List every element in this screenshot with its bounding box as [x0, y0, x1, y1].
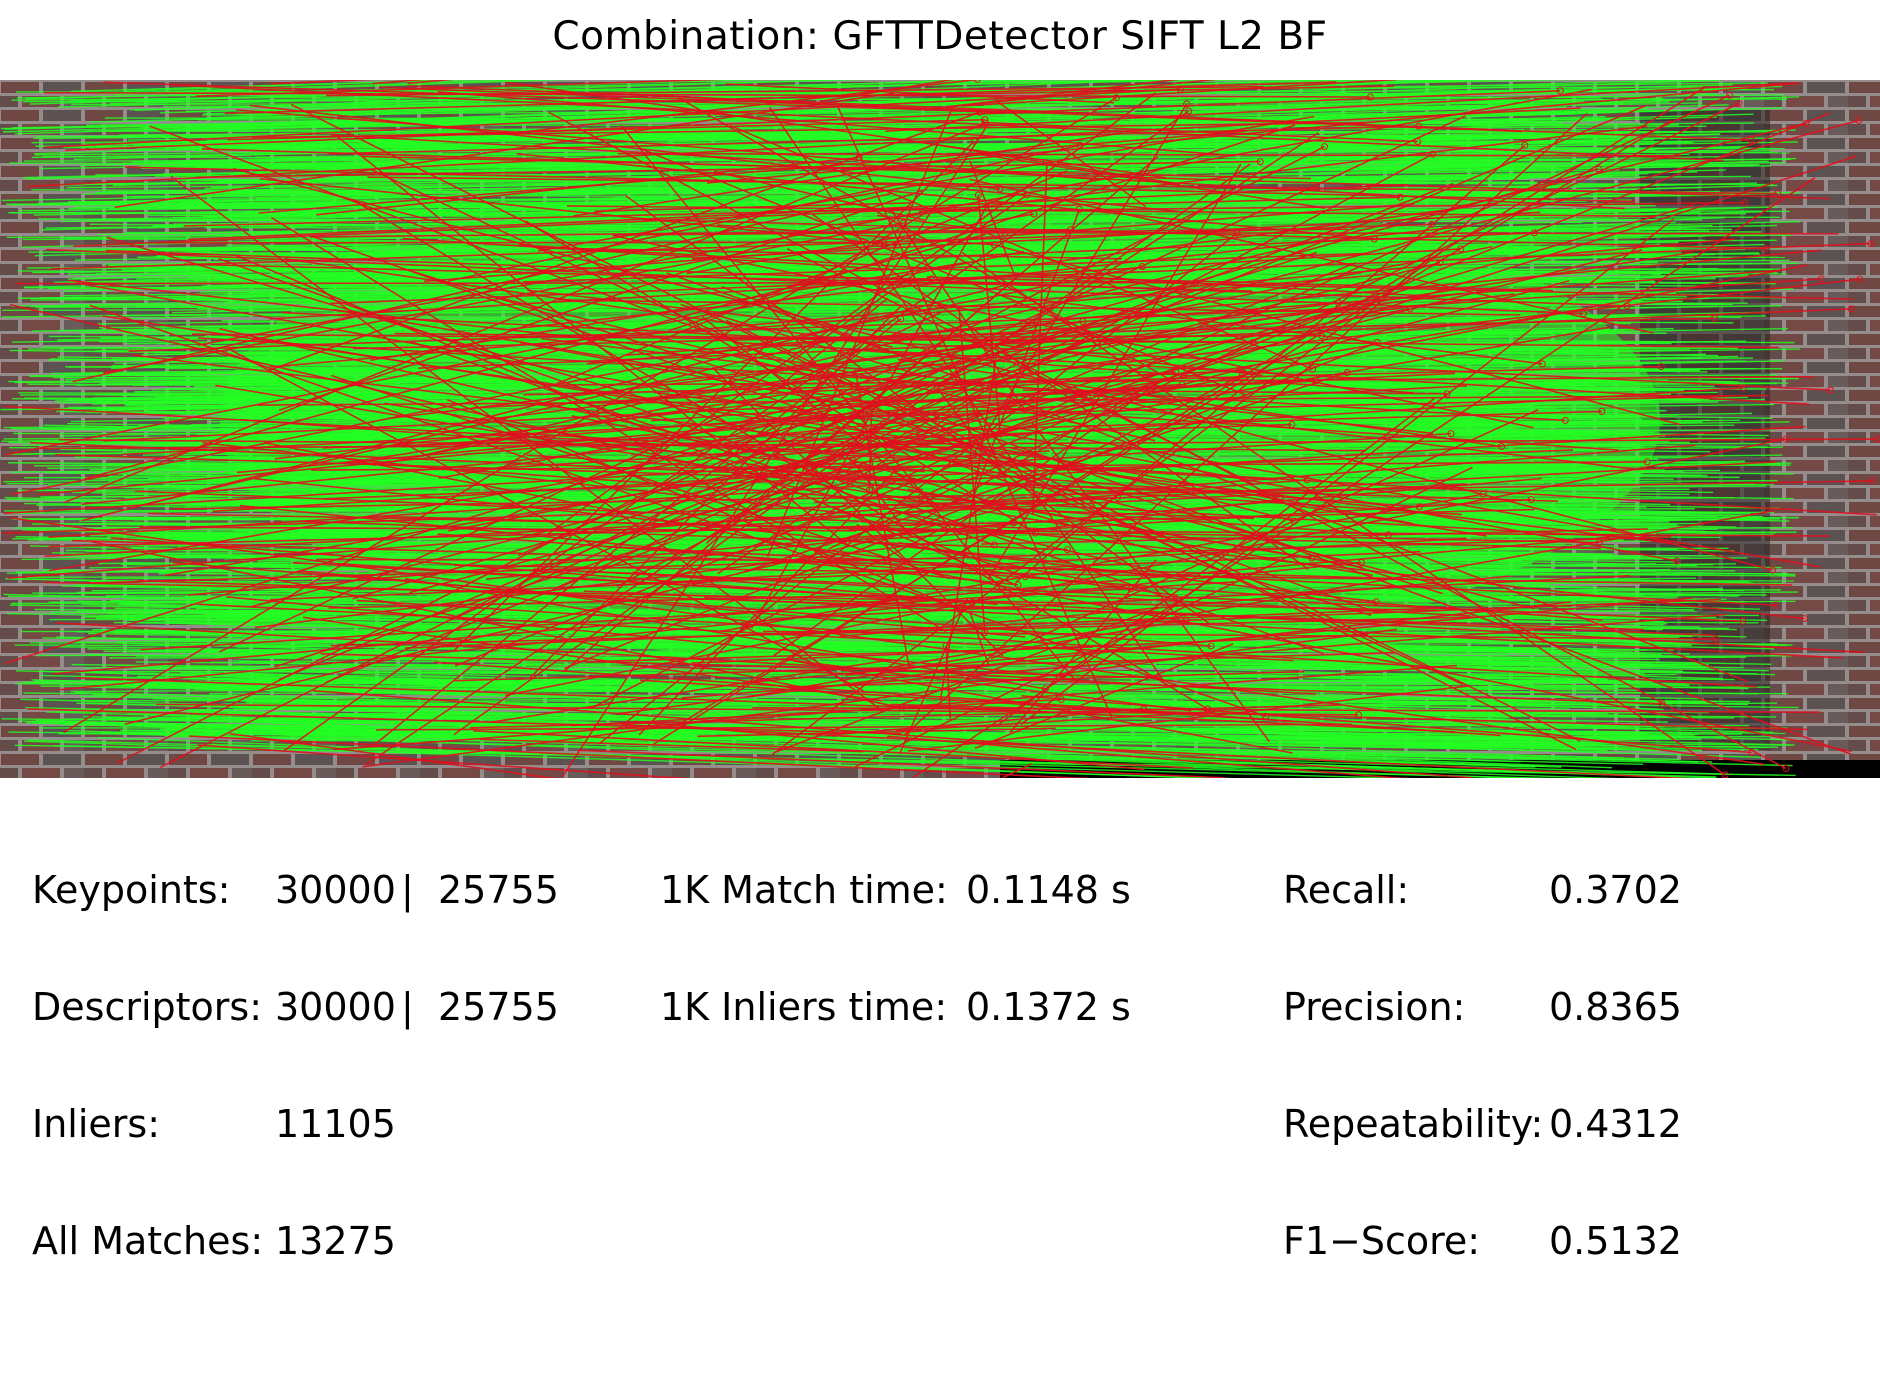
all-matches-label: All Matches: [32, 1222, 263, 1261]
inliers-time-label: 1K Inliers time: [660, 988, 947, 1027]
inliers-time-value: 0.1372 s [966, 988, 1131, 1027]
precision-label: Precision: [1283, 988, 1465, 1027]
all-matches-value: 13275 [275, 1222, 396, 1261]
inliers-value: 11105 [275, 1105, 396, 1144]
recall-value: 0.3702 [1549, 871, 1682, 910]
match-visualization [0, 80, 1880, 778]
f1-score-value: 0.5132 [1549, 1222, 1682, 1261]
f1-score-label: F1−Score: [1283, 1222, 1480, 1261]
metric-stats: Recall: 0.3702 Precision: 0.8365 Repeata… [1283, 793, 1331, 1300]
inliers-label: Inliers: [32, 1105, 160, 1144]
match-canvas [0, 80, 1880, 778]
keypoint-stats: Keypoints: 30000 | 25755 Descriptors: 30… [32, 793, 80, 1300]
recall-label: Recall: [1283, 871, 1409, 910]
repeatability-value: 0.4312 [1549, 1105, 1682, 1144]
keypoints-separator: | [401, 871, 414, 910]
keypoints-left-value: 30000 [275, 871, 396, 910]
combination-title: Combination: GFTTDetector SIFT L2 BF [0, 14, 1880, 59]
descriptors-label: Descriptors: [32, 988, 262, 1027]
keypoints-right-value: 25755 [438, 871, 559, 910]
descriptors-separator: | [401, 988, 414, 1027]
timing-stats: 1K Match time: 0.1148 s 1K Inliers time:… [660, 793, 708, 1066]
repeatability-label: Repeatability: [1283, 1105, 1543, 1144]
match-time-value: 0.1148 s [966, 871, 1131, 910]
descriptors-left-value: 30000 [275, 988, 396, 1027]
match-time-label: 1K Match time: [660, 871, 948, 910]
precision-value: 0.8365 [1549, 988, 1682, 1027]
keypoints-label: Keypoints: [32, 871, 230, 910]
descriptors-right-value: 25755 [438, 988, 559, 1027]
